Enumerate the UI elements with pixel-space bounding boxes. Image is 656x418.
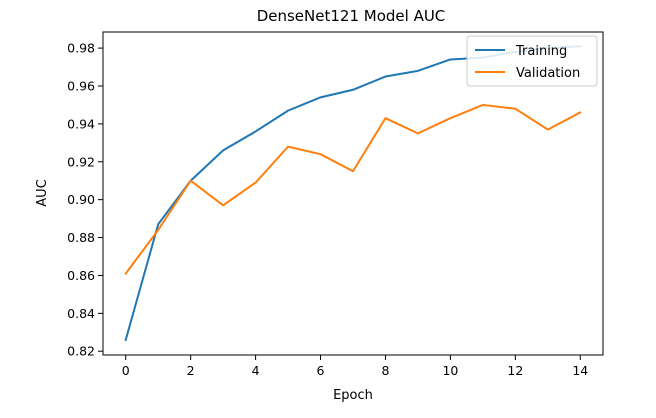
y-tick-label: 0.88 [67, 230, 95, 245]
chart-title: DenseNet121 Model AUC [257, 7, 446, 25]
data-point-validation [352, 170, 354, 172]
x-tick-label: 8 [381, 363, 389, 378]
x-tick-label: 14 [572, 363, 588, 378]
data-point-training [287, 110, 289, 112]
data-point-validation [482, 104, 484, 106]
data-point-validation [547, 129, 549, 131]
y-tick-label: 0.86 [67, 268, 95, 283]
data-point-validation [287, 146, 289, 148]
data-point-validation [579, 112, 581, 114]
y-tick-label: 0.82 [67, 344, 95, 359]
data-point-validation [255, 182, 257, 184]
y-tick-label: 0.96 [67, 78, 95, 93]
y-axis-ticks: 0.82 0.84 0.86 0.88 0.90 0.92 0.94 0.96 0.98 [67, 41, 103, 359]
x-tick-label: 12 [507, 363, 523, 378]
data-point-training [449, 58, 451, 60]
data-point-training [157, 223, 159, 225]
x-tick-label: 6 [317, 363, 325, 378]
legend: Training Validation [466, 35, 598, 87]
data-point-training [352, 89, 354, 91]
data-point-training [384, 76, 386, 78]
data-point-validation [190, 180, 192, 182]
x-tick-label: 2 [187, 363, 195, 378]
legend-label-validation: Validation [516, 66, 580, 81]
x-tick-label: 10 [442, 363, 458, 378]
series-line-validation [124, 103, 582, 275]
data-point-training [125, 339, 127, 341]
y-tick-label: 0.84 [67, 306, 95, 321]
data-point-training [417, 70, 419, 72]
x-tick-label: 0 [122, 363, 130, 378]
data-point-training [255, 130, 257, 132]
y-tick-label: 0.92 [67, 154, 95, 169]
plot-frame [102, 31, 604, 356]
x-tick-label: 4 [252, 363, 260, 378]
data-point-validation [449, 117, 451, 119]
y-axis-label: AUC [35, 179, 50, 207]
legend-label-training: Training [515, 44, 567, 59]
data-point-validation [514, 108, 516, 110]
y-tick-label: 0.90 [67, 192, 95, 207]
legend-box [466, 35, 598, 87]
data-point-training [222, 149, 224, 151]
x-axis-ticks: 0 2 4 6 8 10 12 14 [122, 355, 588, 378]
y-tick-label: 0.94 [67, 116, 95, 131]
data-point-training [320, 96, 322, 98]
data-point-validation [320, 153, 322, 155]
data-point-validation [125, 273, 127, 275]
data-point-validation [157, 229, 159, 231]
data-point-validation [384, 117, 386, 119]
x-axis-label: Epoch [333, 388, 373, 403]
data-point-validation [222, 204, 224, 206]
series-lines [124, 45, 582, 342]
y-tick-label: 0.98 [67, 41, 95, 56]
data-point-validation [417, 132, 419, 134]
